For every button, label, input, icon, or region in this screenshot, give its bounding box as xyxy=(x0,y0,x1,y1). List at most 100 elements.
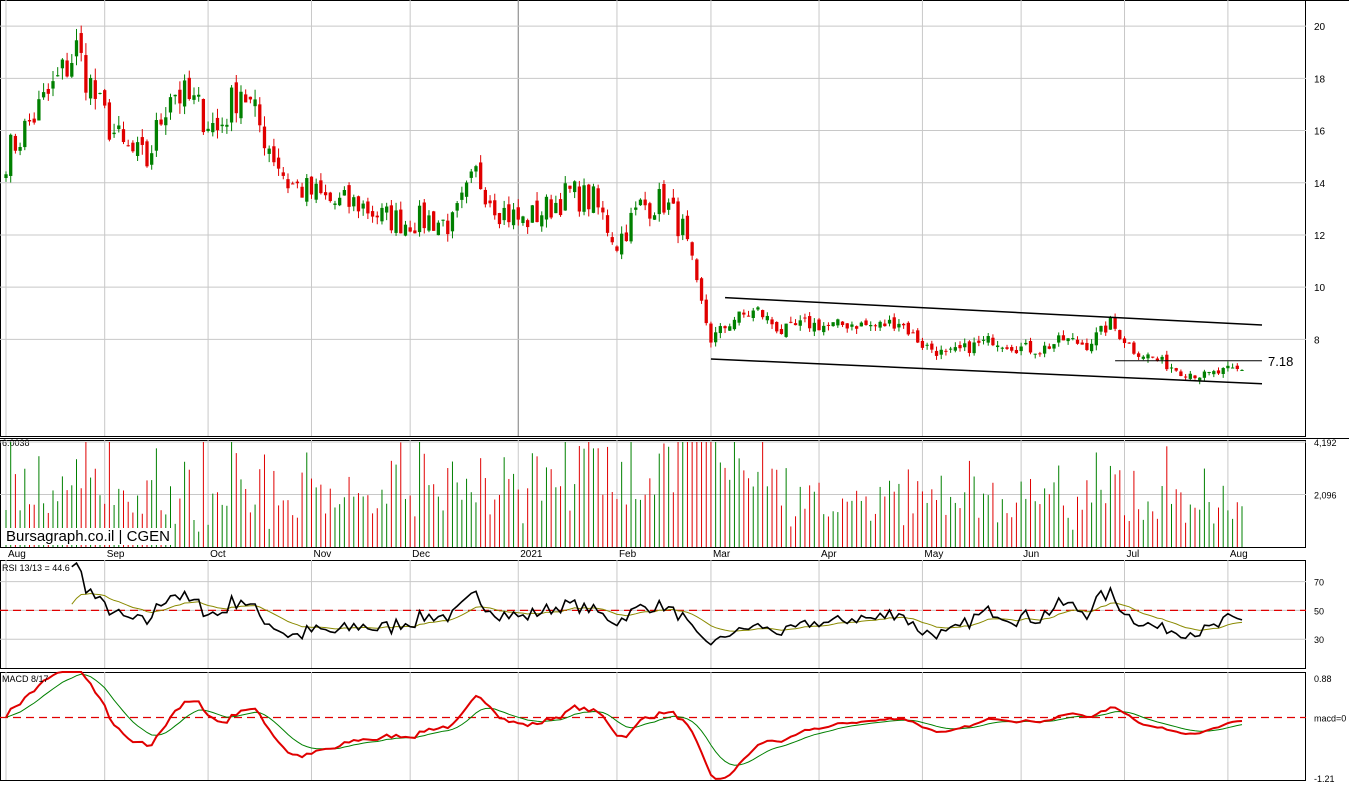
candle xyxy=(413,230,417,234)
candle xyxy=(878,321,882,328)
candle xyxy=(817,319,821,331)
candle xyxy=(873,325,878,327)
candle xyxy=(74,40,79,57)
candle xyxy=(13,135,18,151)
macd-axis-tick: -1.21 xyxy=(1314,774,1335,784)
candle xyxy=(154,120,159,151)
candle xyxy=(201,98,206,133)
candle xyxy=(1085,342,1089,350)
candle xyxy=(1057,335,1061,343)
candle xyxy=(939,349,943,355)
candle xyxy=(46,88,50,94)
candle xyxy=(164,117,168,126)
candle xyxy=(70,62,74,77)
candle xyxy=(1113,317,1117,329)
candle xyxy=(1024,342,1028,345)
candle xyxy=(737,311,741,323)
candle xyxy=(1127,342,1131,344)
candle xyxy=(676,201,680,237)
rsi-line xyxy=(71,561,1243,646)
candle xyxy=(615,246,619,251)
candle xyxy=(239,91,243,119)
candle xyxy=(380,207,384,222)
candle xyxy=(798,320,802,326)
candle xyxy=(328,192,332,202)
rsi-signal-line xyxy=(71,592,1243,632)
candle xyxy=(887,319,892,324)
candle xyxy=(648,203,652,219)
candle xyxy=(746,315,751,317)
candle xyxy=(667,202,671,210)
candle xyxy=(385,206,389,213)
candle xyxy=(934,350,939,356)
candle xyxy=(338,197,342,206)
candle xyxy=(394,210,398,233)
x-tick-label: Feb xyxy=(619,549,637,560)
candle xyxy=(582,185,586,212)
price-axis-tick: 20 xyxy=(1314,22,1326,33)
candle xyxy=(709,323,713,343)
candle xyxy=(65,60,69,77)
candle xyxy=(79,33,83,53)
candle xyxy=(742,312,746,315)
candle xyxy=(695,259,699,281)
candle xyxy=(41,92,46,98)
candle xyxy=(1047,346,1051,349)
candle xyxy=(1014,349,1019,354)
candle xyxy=(981,339,986,341)
candle xyxy=(723,326,727,329)
candle xyxy=(1174,368,1178,371)
candle xyxy=(930,343,934,350)
macd-axis-tick: macd=0 xyxy=(1314,713,1346,723)
price-axis-tick: 10 xyxy=(1314,283,1326,294)
candle xyxy=(629,212,633,242)
candle xyxy=(286,179,290,189)
candle xyxy=(173,94,177,97)
candle xyxy=(756,307,760,310)
candle xyxy=(967,341,972,353)
candle xyxy=(464,182,469,197)
candle xyxy=(765,315,769,321)
candle xyxy=(479,162,483,190)
candle xyxy=(864,320,868,326)
candle xyxy=(822,325,826,333)
candle xyxy=(892,317,896,329)
candle xyxy=(229,87,234,123)
candle xyxy=(1042,345,1047,354)
candle xyxy=(521,216,525,224)
candle xyxy=(845,323,849,329)
candle xyxy=(807,316,812,329)
candle xyxy=(450,212,455,232)
candle xyxy=(1165,354,1169,370)
candle xyxy=(140,137,144,145)
volume-axis-tick: 2,096 xyxy=(1314,491,1337,501)
candle xyxy=(1104,325,1108,333)
candle xyxy=(671,197,675,204)
x-tick-label: Apr xyxy=(821,549,837,560)
candle xyxy=(18,147,22,151)
rsi-axis-tick: 30 xyxy=(1314,635,1324,645)
candle xyxy=(1052,344,1056,349)
candle xyxy=(399,209,403,234)
candle xyxy=(699,278,704,301)
candle xyxy=(32,118,36,123)
candle xyxy=(225,124,229,127)
candle xyxy=(530,205,535,223)
candle xyxy=(333,203,337,205)
candle xyxy=(483,189,488,205)
candle xyxy=(854,326,859,329)
candle xyxy=(192,95,196,100)
candle xyxy=(713,332,718,343)
candle xyxy=(182,80,187,107)
price-axis-tick: 8 xyxy=(1314,335,1320,346)
candle xyxy=(652,215,657,220)
candle xyxy=(408,227,412,232)
candle xyxy=(728,326,732,331)
candle xyxy=(469,171,473,178)
candle xyxy=(178,89,182,104)
candle xyxy=(920,340,925,348)
candle xyxy=(1099,325,1103,332)
candle xyxy=(1155,358,1160,361)
candle xyxy=(549,199,553,218)
candle xyxy=(643,199,647,206)
